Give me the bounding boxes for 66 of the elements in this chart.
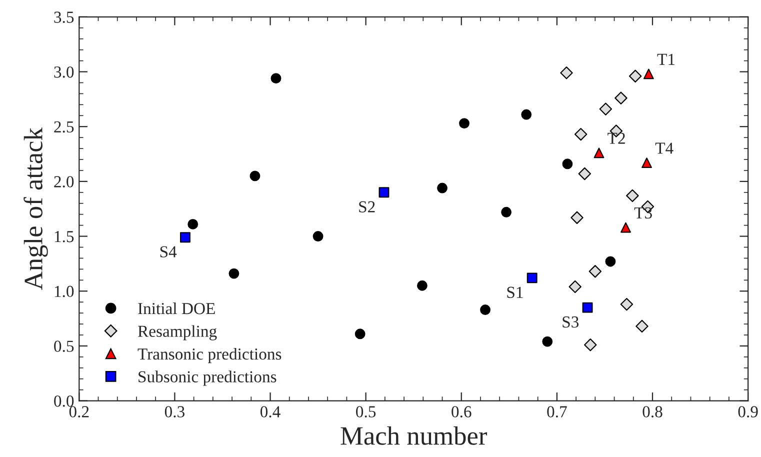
point [480,304,490,315]
point [562,158,573,170]
point [270,73,282,84]
annotation: T2 [608,132,625,144]
point [594,148,604,158]
y-tick-label: 2.5 [54,121,74,133]
point [568,280,582,294]
annotation: S3 [562,316,579,328]
y-tick-label: 2.0 [54,176,74,188]
annotation: T1 [657,54,675,65]
y-tick-label: 0.5 [54,340,74,352]
x-tick-label: 0.5 [356,406,376,418]
point [416,280,428,291]
annotation: S4 [160,246,177,258]
point [626,189,639,202]
point [437,182,448,194]
point [578,167,592,180]
point [250,170,260,182]
point [501,206,512,218]
point [643,68,654,80]
point [620,222,631,233]
annotation: T3 [634,207,652,219]
point [588,265,602,278]
x-tick-label: 0.3 [164,406,184,418]
point [560,66,573,80]
y-tick-label: 0.0 [54,395,74,407]
point [378,187,390,198]
y-tick-label: 1.0 [54,286,74,298]
point [636,320,648,333]
legend-label: Transonic predictions [138,348,282,364]
point [459,118,470,129]
point [570,211,584,224]
point [526,272,538,284]
point [582,302,593,313]
annotation: S1 [507,286,523,298]
x-tick-label: 0.4 [260,406,280,418]
point [180,232,190,243]
x-tick-label: 0.9 [738,406,758,418]
point [614,92,628,104]
point [312,231,324,242]
point [584,338,597,352]
point [574,128,588,141]
x-axis-title: Mach number [340,426,488,445]
annotation: T4 [655,142,674,154]
y-tick-label: 3.5 [54,12,74,23]
x-tick-label: 0.2 [69,406,89,418]
point [599,102,612,116]
y-axis-title: Angle of attack [24,128,48,290]
point [354,328,366,340]
point [188,218,198,230]
point [620,298,634,311]
point [628,70,642,82]
legend-label: Subsonic predictions [138,370,276,386]
point [542,336,553,347]
point [521,109,532,120]
x-tick-label: 0.8 [642,406,662,418]
legend-label: Initial DOE [138,302,215,314]
legend-label: Resampling [138,325,217,340]
annotation: S2 [359,201,375,212]
point [642,158,652,168]
x-tick-label: 0.6 [452,406,472,418]
point [605,256,616,267]
y-tick-label: 1.5 [54,231,74,242]
point [228,268,240,279]
y-tick-label: 3.0 [54,66,74,78]
x-tick-label: 0.7 [547,406,567,418]
